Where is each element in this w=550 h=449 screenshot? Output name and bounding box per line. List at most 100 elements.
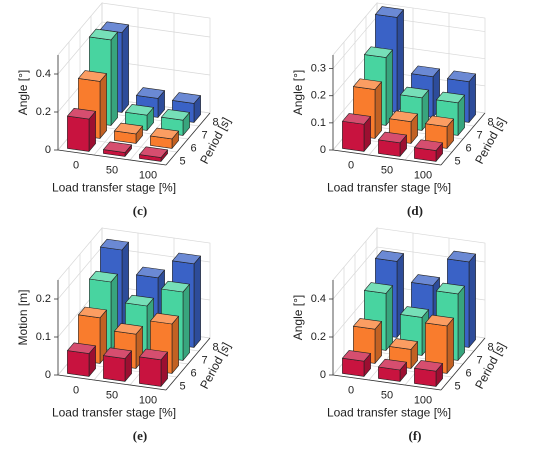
z-tick-label: 0.1 <box>36 331 51 343</box>
bar-face <box>103 141 132 153</box>
z-tick-label: 0.2 <box>311 90 326 102</box>
bar-face <box>425 314 454 327</box>
x-axis-label: Load transfer stage [%] <box>52 406 176 420</box>
y-tick-label: 8 <box>488 341 494 353</box>
y-axis <box>440 112 486 166</box>
bar <box>150 127 179 149</box>
z-tick-label: 0.4 <box>311 293 326 305</box>
bar-face <box>114 122 143 135</box>
bar-face <box>78 70 107 82</box>
bar <box>414 360 443 387</box>
bar-face <box>78 306 107 319</box>
bar <box>139 348 168 387</box>
z-tick-label: 0 <box>45 369 51 381</box>
x-tick-label: 0 <box>73 159 79 171</box>
bar <box>103 347 132 382</box>
x-tick-label: 50 <box>381 389 393 401</box>
bar-face <box>161 280 190 293</box>
bar-face <box>425 115 454 127</box>
bar-face <box>172 252 201 265</box>
x-tick-label: 100 <box>139 394 157 406</box>
bar-face <box>375 6 404 18</box>
x-tick-label: 0 <box>348 384 354 396</box>
bar-face <box>436 282 465 295</box>
bar-face <box>389 338 418 350</box>
z-tick-label: 0 <box>320 144 326 156</box>
bar-face <box>161 109 190 121</box>
bar-face <box>364 282 393 294</box>
bar <box>342 350 371 377</box>
bar-face <box>411 274 440 286</box>
bar-face <box>447 250 476 263</box>
caption: (f) <box>409 428 422 443</box>
bar-face <box>468 253 476 348</box>
bar-face <box>150 312 179 325</box>
bar-face <box>342 113 371 125</box>
y-tick-label: 6 <box>466 367 472 379</box>
bar-face <box>136 266 165 279</box>
y-tick-label: 7 <box>202 354 208 366</box>
bar-face <box>103 355 126 382</box>
x-tick-label: 0 <box>348 159 354 171</box>
grid-line <box>332 16 486 69</box>
grid-line <box>57 21 211 75</box>
bar-face <box>67 342 96 354</box>
bar-face <box>110 31 118 126</box>
y-tick-label: 8 <box>213 341 219 353</box>
y-tick-label: 8 <box>488 116 494 128</box>
bar-face <box>414 139 443 151</box>
bar-face <box>136 87 165 99</box>
z-tick-label: 0.4 <box>36 68 51 80</box>
bar-face <box>193 255 201 348</box>
y-tick-label: 7 <box>477 354 483 366</box>
z-tick-label: 0.2 <box>36 106 51 118</box>
bar-face <box>436 91 465 104</box>
bar-face <box>342 120 365 152</box>
y-axis <box>165 337 211 391</box>
z-axis-label: Angle [°] <box>291 70 305 116</box>
bar-face <box>67 115 90 152</box>
bar-face <box>447 70 476 82</box>
y-axis <box>165 112 211 166</box>
x-axis <box>332 374 442 391</box>
bar-face <box>385 285 393 351</box>
bar-face <box>400 306 429 318</box>
bar <box>425 115 454 149</box>
bar-face <box>103 347 132 359</box>
z-tick-label: 0.1 <box>311 117 326 129</box>
bar-face <box>139 356 162 387</box>
bar <box>425 314 454 374</box>
x-axis-label: Load transfer stage [%] <box>52 181 176 195</box>
bar-face <box>342 350 371 362</box>
y-tick-label: 5 <box>180 380 186 392</box>
bar-face <box>414 360 443 372</box>
z-tick-label: 0 <box>45 144 51 156</box>
bar-face <box>411 65 440 77</box>
bar-face <box>89 28 118 41</box>
y-tick-label: 5 <box>455 155 461 167</box>
y-tick-label: 6 <box>191 142 197 154</box>
x-tick-label: 50 <box>106 389 118 401</box>
bar-face <box>378 358 407 371</box>
x-tick-label: 100 <box>414 169 432 181</box>
y-axis <box>440 337 486 391</box>
x-tick-label: 100 <box>414 394 432 406</box>
bar-face <box>353 318 382 330</box>
bar-face <box>374 81 382 139</box>
bar <box>67 108 96 152</box>
bar-face <box>171 315 179 374</box>
x-axis <box>57 374 167 391</box>
bar <box>414 139 443 162</box>
z-tick-label: 0 <box>320 369 326 381</box>
x-axis-label: Load transfer stage [%] <box>327 181 451 195</box>
x-axis <box>57 149 167 166</box>
caption: (d) <box>407 203 423 218</box>
y-tick-label: 6 <box>191 367 197 379</box>
x-tick-label: 0 <box>73 384 79 396</box>
x-axis-label: Load transfer stage [%] <box>327 406 451 420</box>
bar-face <box>468 73 476 123</box>
